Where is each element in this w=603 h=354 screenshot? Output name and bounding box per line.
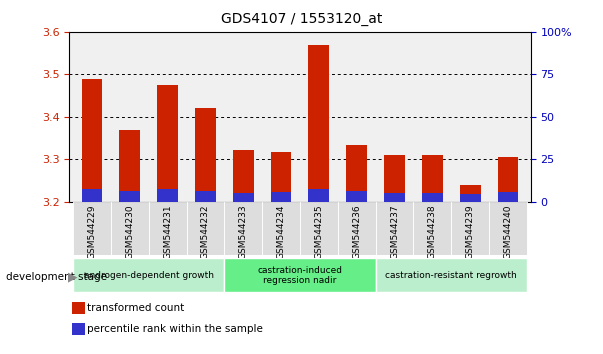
Bar bbox=[376, 202, 414, 255]
Bar bbox=[309, 45, 329, 202]
Bar bbox=[300, 202, 338, 255]
Text: GSM544230: GSM544230 bbox=[125, 205, 134, 259]
Bar bbox=[195, 108, 216, 202]
Text: GSM544235: GSM544235 bbox=[314, 205, 323, 259]
Text: GSM544238: GSM544238 bbox=[428, 205, 437, 259]
Bar bbox=[73, 202, 111, 255]
Bar bbox=[459, 185, 481, 202]
Bar bbox=[489, 202, 527, 255]
Bar bbox=[451, 202, 489, 255]
Bar bbox=[224, 258, 376, 292]
Bar bbox=[271, 193, 291, 202]
Bar bbox=[119, 191, 140, 202]
Bar bbox=[186, 202, 224, 255]
Bar bbox=[111, 202, 149, 255]
Bar bbox=[384, 193, 405, 202]
Bar bbox=[422, 155, 443, 202]
Text: GSM544229: GSM544229 bbox=[87, 205, 96, 259]
Bar bbox=[497, 193, 519, 202]
Bar bbox=[233, 150, 254, 202]
Bar bbox=[73, 258, 224, 292]
Bar bbox=[414, 202, 451, 255]
Bar bbox=[119, 130, 140, 202]
Bar bbox=[157, 189, 178, 202]
Bar bbox=[271, 152, 291, 202]
Text: GSM544232: GSM544232 bbox=[201, 205, 210, 259]
Text: ▶: ▶ bbox=[68, 270, 77, 283]
Text: GSM544233: GSM544233 bbox=[239, 205, 248, 259]
Text: castration-resistant regrowth: castration-resistant regrowth bbox=[385, 271, 517, 280]
Bar bbox=[309, 189, 329, 202]
Bar bbox=[149, 202, 186, 255]
Text: transformed count: transformed count bbox=[87, 303, 185, 313]
Bar bbox=[338, 202, 376, 255]
Text: GSM544237: GSM544237 bbox=[390, 205, 399, 259]
Bar bbox=[376, 258, 527, 292]
Text: GSM544240: GSM544240 bbox=[504, 205, 513, 259]
Text: androgen-dependent growth: androgen-dependent growth bbox=[84, 271, 213, 280]
Text: percentile rank within the sample: percentile rank within the sample bbox=[87, 324, 264, 334]
Bar bbox=[459, 194, 481, 202]
Text: GSM544231: GSM544231 bbox=[163, 205, 172, 259]
Bar bbox=[262, 202, 300, 255]
Bar bbox=[72, 323, 86, 335]
Bar bbox=[224, 202, 262, 255]
Bar bbox=[72, 302, 86, 314]
Bar bbox=[195, 191, 216, 202]
Bar bbox=[81, 189, 103, 202]
Bar bbox=[157, 85, 178, 202]
Bar bbox=[497, 157, 519, 202]
Bar bbox=[346, 191, 367, 202]
Bar bbox=[81, 79, 103, 202]
Text: castration-induced
regression nadir: castration-induced regression nadir bbox=[257, 266, 343, 285]
Bar bbox=[422, 193, 443, 202]
Text: development stage: development stage bbox=[6, 272, 107, 282]
Text: GDS4107 / 1553120_at: GDS4107 / 1553120_at bbox=[221, 12, 382, 27]
Text: GSM544239: GSM544239 bbox=[466, 205, 475, 259]
Bar bbox=[346, 145, 367, 202]
Text: GSM544234: GSM544234 bbox=[277, 205, 286, 259]
Text: GSM544236: GSM544236 bbox=[352, 205, 361, 259]
Bar bbox=[384, 155, 405, 202]
Bar bbox=[233, 193, 254, 202]
